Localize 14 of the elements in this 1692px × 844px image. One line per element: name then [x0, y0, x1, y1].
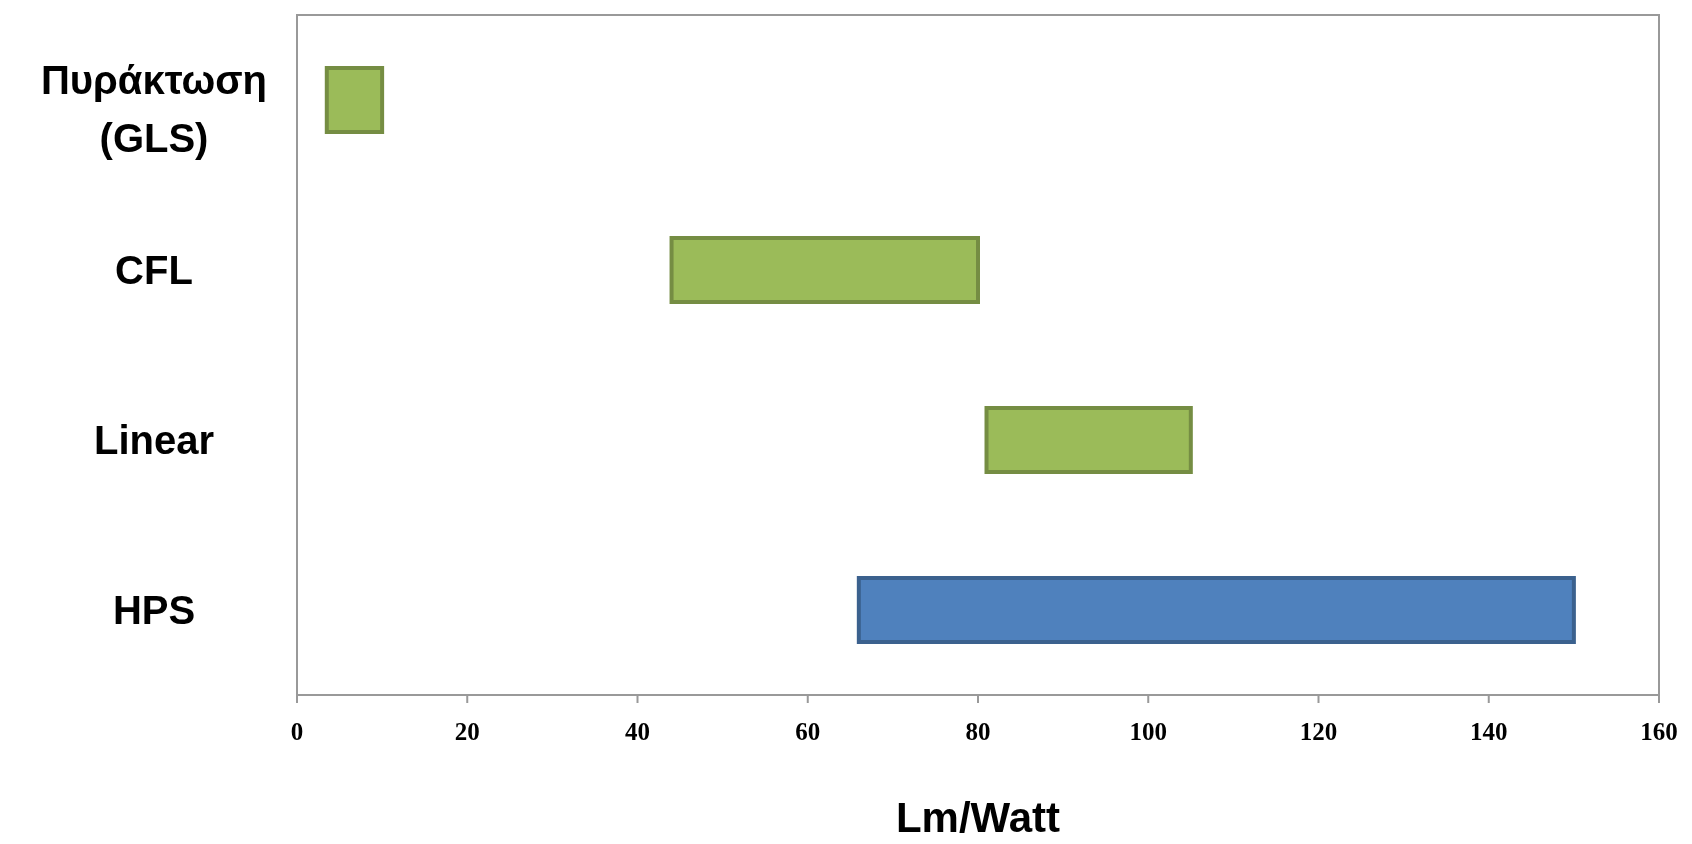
x-tick-label: 160 [1640, 718, 1678, 745]
x-tick-label: 20 [454, 718, 480, 745]
x-tick-label: 100 [1129, 718, 1167, 745]
x-tick-label: 120 [1299, 718, 1338, 745]
x-axis-title: Lm/Watt [895, 794, 1061, 841]
y-tick-label: CFL [115, 248, 193, 292]
x-tick-label: 0 [290, 718, 304, 745]
y-tick-label: Linear [93, 418, 215, 462]
x-tick-label: 60 [795, 718, 821, 745]
x-tick-label: 140 [1470, 718, 1508, 745]
x-tick-label: 40 [625, 718, 650, 745]
y-tick-label: HPS [112, 588, 196, 632]
y-tick-label: Πυράκτωση (GLS) [40, 58, 268, 160]
x-tick-label: 80 [965, 718, 991, 745]
